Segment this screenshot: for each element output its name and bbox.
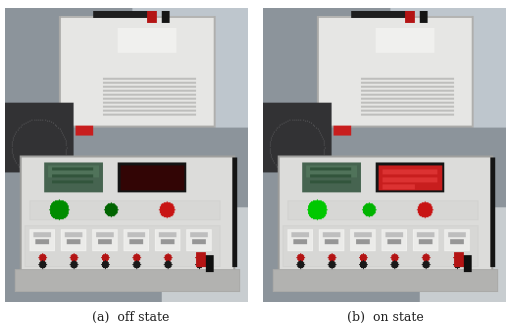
Text: (a)  off state: (a) off state: [91, 311, 169, 324]
Text: (b)  on state: (b) on state: [347, 311, 424, 324]
